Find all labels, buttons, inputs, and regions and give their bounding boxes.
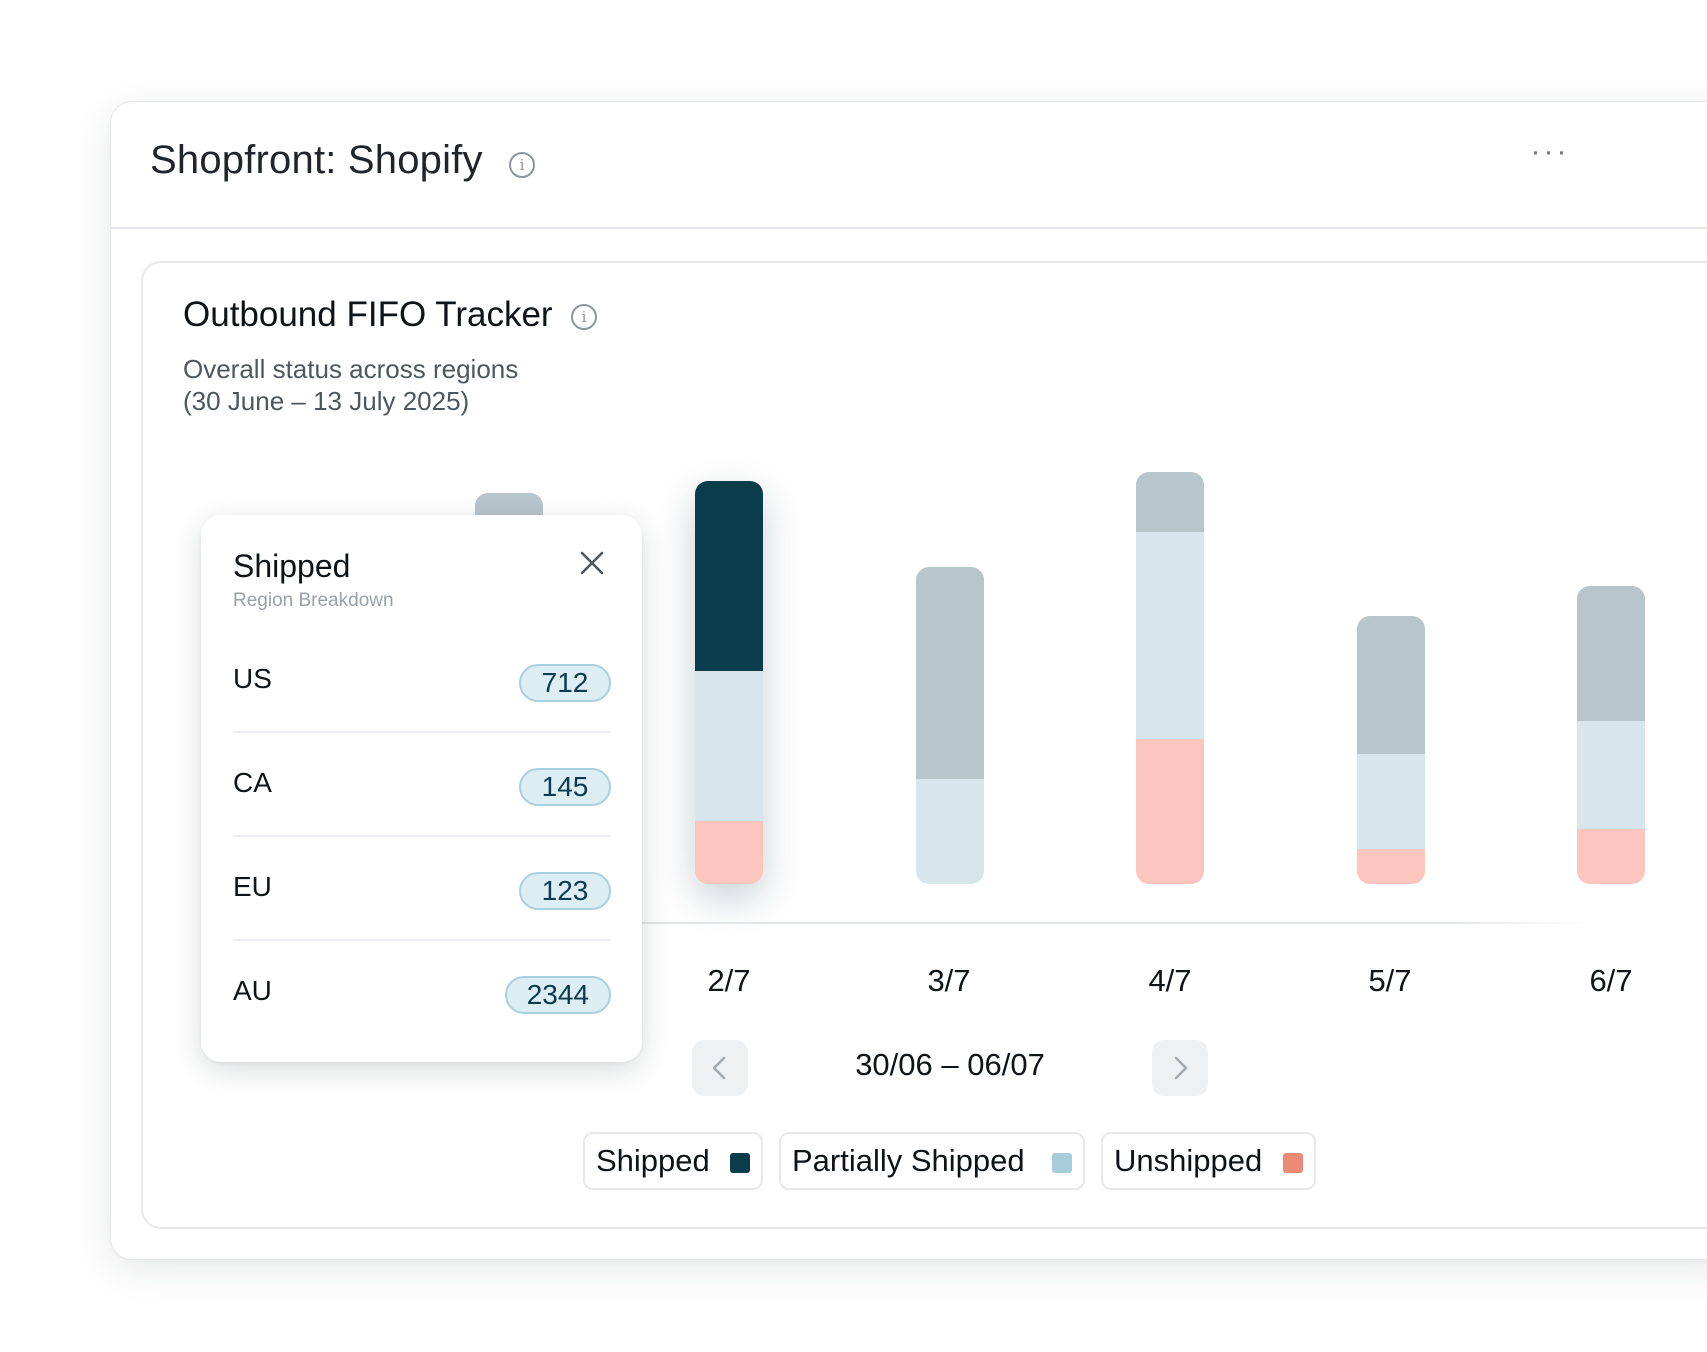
tracker-subtitle: Overall status across regions (30 June –…	[183, 353, 518, 417]
card-title: Shopfront: Shopify	[150, 138, 483, 182]
region-row-ca: CA 145	[233, 731, 611, 837]
next-range-button[interactable]	[1152, 1040, 1208, 1096]
bar-6-7[interactable]	[1577, 586, 1645, 884]
close-button[interactable]	[574, 545, 610, 581]
region-value-badge: 712	[519, 664, 611, 702]
region-name: US	[233, 663, 272, 694]
region-value-badge: 123	[519, 872, 611, 910]
bar-segment-shipped	[1357, 616, 1425, 754]
region-name: CA	[233, 767, 272, 798]
legend-item-shipped[interactable]: Shipped	[583, 1132, 763, 1190]
bar-2-7[interactable]	[695, 481, 763, 884]
x-axis-line	[642, 922, 1592, 924]
region-row-au: AU 2344	[233, 939, 611, 1043]
bar-5-7[interactable]	[1357, 616, 1425, 884]
card-header: Shopfront: Shopify i	[111, 102, 1707, 229]
popover-subtitle: Region Breakdown	[233, 590, 394, 611]
region-row-eu: EU 123	[233, 835, 611, 941]
chevron-right-icon	[1174, 1056, 1188, 1080]
x-tick-label: 3/7	[927, 963, 971, 998]
bar-segment-partially-shipped	[1136, 532, 1204, 739]
bar-segment-partially-shipped	[1577, 721, 1645, 829]
popover-title: Shipped	[233, 548, 351, 584]
bar-3-7[interactable]	[916, 567, 984, 884]
region-breakdown-popover: Shipped Region Breakdown US 712 CA 145 E…	[201, 515, 642, 1062]
date-range-label: 30/06 – 06/07	[855, 1047, 1045, 1082]
more-options-button[interactable]: ···	[1530, 135, 1570, 168]
info-icon[interactable]: i	[571, 304, 597, 330]
bar-segment-unshipped	[1577, 829, 1645, 884]
tracker-panel: Outbound FIFO Tracker i Overall status a…	[141, 261, 1707, 1229]
region-value-badge: 2344	[504, 976, 611, 1014]
bar-4-7[interactable]	[1136, 472, 1204, 884]
bar-segment-shipped	[1136, 472, 1204, 532]
bar-segment-partially-shipped	[1357, 754, 1425, 849]
info-icon[interactable]: i	[509, 152, 535, 178]
x-tick-label: 6/7	[1589, 963, 1633, 998]
bar-segment-shipped	[695, 481, 763, 671]
legend-swatch-shipped	[730, 1153, 750, 1173]
legend-swatch-partially-shipped	[1052, 1153, 1072, 1173]
bar-segment-shipped	[916, 567, 984, 779]
legend-item-unshipped[interactable]: Unshipped	[1101, 1132, 1316, 1190]
prev-range-button[interactable]	[692, 1040, 748, 1096]
close-icon	[580, 551, 604, 575]
bar-segment-partially-shipped	[695, 671, 763, 821]
legend-label: Shipped	[596, 1143, 710, 1178]
x-tick-label: 2/7	[707, 963, 751, 998]
x-tick-label: 4/7	[1148, 963, 1192, 998]
subtitle-line: (30 June – 13 July 2025)	[183, 386, 470, 416]
bar-segment-shipped	[1577, 586, 1645, 721]
bar-segment-unshipped	[695, 821, 763, 884]
legend-label: Partially Shipped	[792, 1143, 1025, 1178]
region-row-us: US 712	[233, 627, 611, 733]
chevron-left-icon	[712, 1056, 726, 1080]
bar-segment-unshipped	[1136, 739, 1204, 884]
subtitle-line: Overall status across regions	[183, 354, 519, 384]
bar-segment-unshipped	[1357, 849, 1425, 884]
x-tick-label: 5/7	[1368, 963, 1412, 998]
tracker-title: Outbound FIFO Tracker	[183, 295, 553, 334]
region-value-badge: 145	[519, 768, 611, 806]
legend-label: Unshipped	[1114, 1143, 1263, 1178]
region-name: AU	[233, 975, 272, 1006]
region-name: EU	[233, 871, 272, 902]
legend-item-partially-shipped[interactable]: Partially Shipped	[779, 1132, 1085, 1190]
bar-segment-partially-shipped	[916, 779, 984, 884]
legend-swatch-unshipped	[1283, 1153, 1303, 1173]
